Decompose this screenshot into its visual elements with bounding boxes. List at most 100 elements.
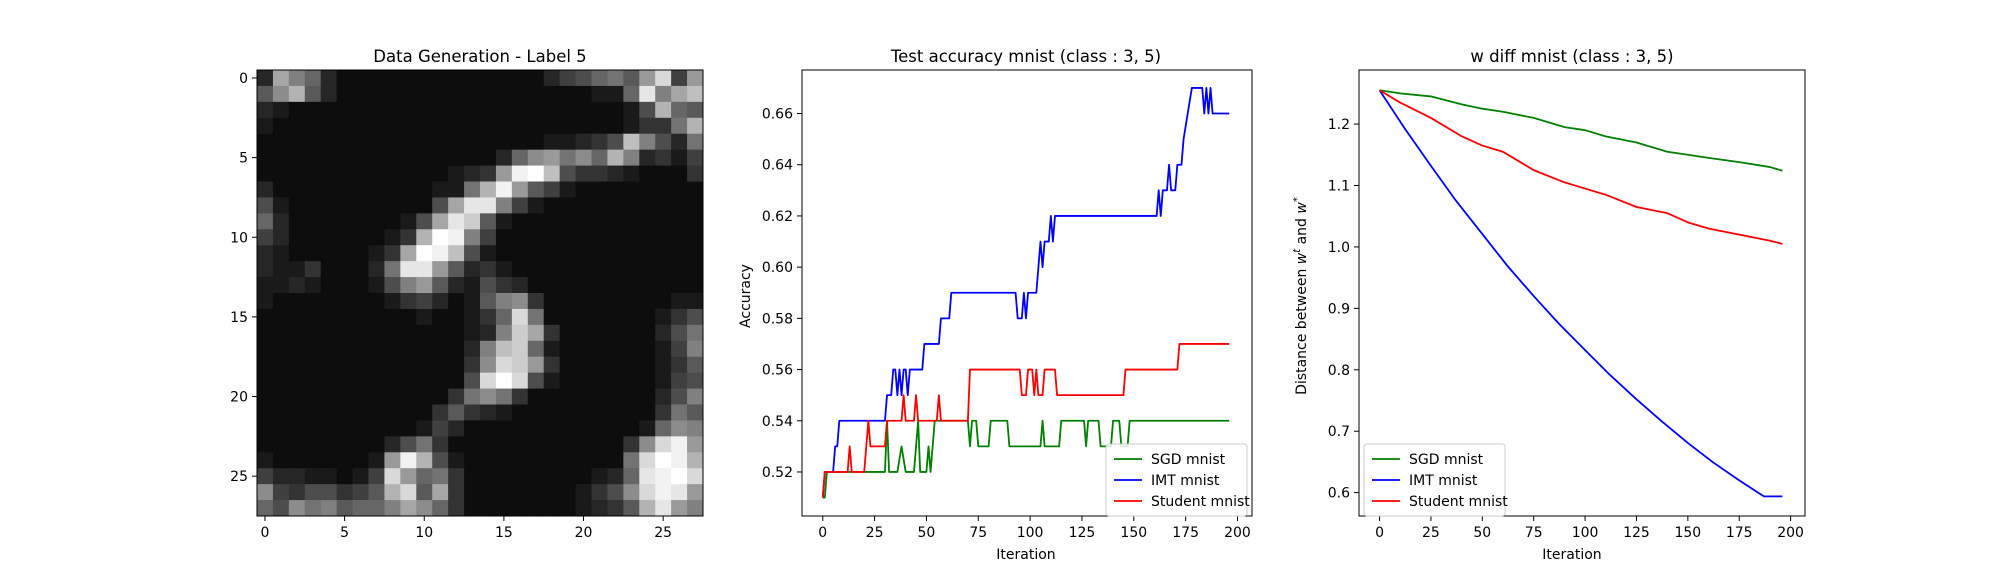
heatmap-cell [655,149,672,167]
heatmap-cell [495,133,513,151]
heatmap-cell [384,452,401,469]
heatmap-cell [591,436,608,453]
heatmap-cell [304,149,322,167]
heatmap-cell [304,308,322,326]
wdiff-series-line [1378,89,1783,498]
wdiff-xtick-label: 175 [1726,525,1753,541]
heatmap-cell [288,245,306,262]
heatmap-cell [575,101,592,119]
heatmap-cell [400,85,417,103]
heatmap-cell [559,468,577,485]
heatmap-cell [623,324,640,342]
heatmap-cell [368,165,385,182]
heatmap-cell [575,181,592,198]
heatmap-cell [448,452,465,469]
heatmap-cell [607,308,624,326]
heatmap-cell [480,388,497,405]
heatmap-cell [543,500,561,517]
heatmap-cell [543,133,561,151]
heatmap-cell [368,500,385,517]
heatmap-cell [432,181,449,198]
heatmap-cell [368,308,385,326]
heatmap-cell [416,165,433,182]
heatmap-cell [623,420,640,437]
heatmap-cell [384,293,401,310]
heatmap-cell [464,117,481,135]
wdiff-xtick-label: 75 [1525,525,1543,541]
heatmap-cell [655,101,672,119]
heatmap-cell [448,85,465,103]
heatmap-cell [320,452,338,469]
heatmap-cell [480,452,497,469]
heatmap-cell [511,293,529,310]
heatmap-cell [257,101,274,119]
heatmap-cell [352,213,369,230]
heatmap-cell [591,372,608,390]
heatmap-cell [464,388,481,405]
heatmap-cell [511,149,529,167]
heatmap-cell [671,133,688,151]
heatmap-cell [607,436,624,453]
heatmap-cell [432,277,449,294]
heatmap-cell [655,500,672,517]
heatmap-cell [527,468,545,485]
wdiff-ytick-label: 0.8 [1328,363,1350,379]
heatmap-cell [384,197,401,214]
heatmap-cell [432,420,449,437]
heatmap-cell [671,293,688,310]
heatmap-cell [623,340,640,358]
heatmap-cell [639,245,656,262]
heatmap-cell [432,229,449,246]
wdiff-series-line [1379,89,1783,245]
heatmap-cell [352,149,369,167]
heatmap-cell [543,229,561,246]
heatmap-cell [464,165,481,182]
heatmap-cell [352,468,369,485]
heatmap-cell [671,356,688,374]
heatmap-cell [591,133,608,151]
accuracy-xtick-label: 75 [969,525,987,541]
heatmap-cell [480,500,497,517]
heatmap-cell [416,277,433,294]
heatmap-cell [527,197,545,214]
heatmap-cell [416,70,433,87]
heatmap-cell [495,340,513,358]
heatmap-cell [495,197,513,214]
heatmap-cell [272,293,290,310]
heatmap-cell [671,85,688,103]
heatmap-cell [591,229,608,246]
wdiff-xtick-label: 200 [1777,525,1804,541]
heatmap-cell [495,356,513,374]
heatmap-cell [368,133,385,151]
heatmap-cell [336,149,354,167]
heatmap-cell [336,213,354,230]
heatmap-cell [543,117,561,135]
heatmap-cell [336,404,354,421]
heatmap-cell [464,340,481,358]
heatmap-cell [384,85,401,103]
heatmap-cell [480,197,497,214]
heatmap-cell [511,388,529,405]
heatmap-cell [495,388,513,405]
heatmap-cell [352,324,369,342]
heatmap-cell [368,356,385,374]
heatmap-cell [384,420,401,437]
heatmap-cell [559,484,577,501]
accuracy-ylabel: Accuracy [738,264,754,328]
heatmap-cell [495,181,513,198]
heatmap-cell [639,101,656,119]
heatmap-cell [352,277,369,294]
heatmap-cell [304,293,322,310]
heatmap-cell [623,388,640,405]
accuracy-xtick-label: 25 [866,525,884,541]
heatmap-cell [416,388,433,405]
heatmap-cell [432,356,449,374]
heatmap-cell [639,149,656,167]
heatmap-cell [639,420,656,437]
heatmap-cell [464,229,481,246]
heatmap-cell [511,324,529,342]
heatmap-cell [480,85,497,103]
heatmap-cell [591,293,608,310]
heatmap-cell [336,261,354,278]
heatmap-cell [368,229,385,246]
